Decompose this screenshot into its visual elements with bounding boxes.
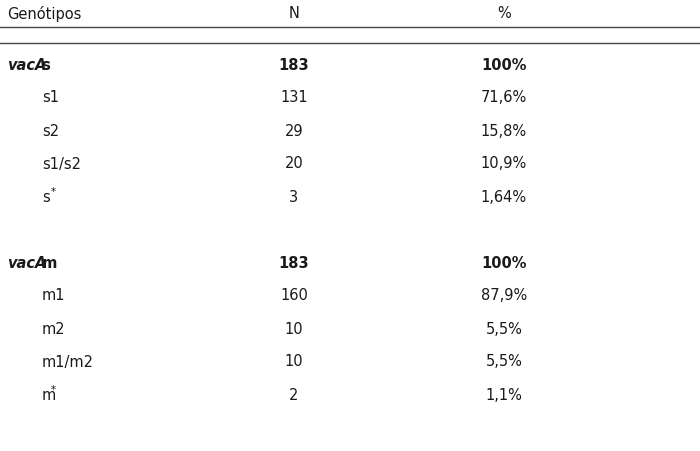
Text: vacA: vacA: [7, 57, 46, 72]
Text: 87,9%: 87,9%: [481, 288, 527, 303]
Text: 10: 10: [285, 321, 303, 336]
Text: 100%: 100%: [482, 255, 526, 270]
Text: 160: 160: [280, 288, 308, 303]
Text: 3: 3: [289, 189, 299, 204]
Text: 71,6%: 71,6%: [481, 90, 527, 105]
Text: 20: 20: [285, 156, 303, 171]
Text: 183: 183: [279, 57, 309, 72]
Text: N: N: [288, 6, 300, 22]
Text: m: m: [42, 387, 56, 401]
Text: 10: 10: [285, 354, 303, 368]
Text: s: s: [42, 189, 50, 204]
Text: m2: m2: [42, 321, 66, 336]
Text: 131: 131: [280, 90, 308, 105]
Text: 1,1%: 1,1%: [486, 387, 522, 401]
Text: Genótipos: Genótipos: [7, 6, 81, 22]
Text: vacA: vacA: [7, 255, 46, 270]
Text: %: %: [497, 6, 511, 22]
Text: 10,9%: 10,9%: [481, 156, 527, 171]
Text: 5,5%: 5,5%: [486, 321, 522, 336]
Text: 5,5%: 5,5%: [486, 354, 522, 368]
Text: s: s: [37, 57, 51, 72]
Text: 100%: 100%: [482, 57, 526, 72]
Text: s1: s1: [42, 90, 59, 105]
Text: 1,64%: 1,64%: [481, 189, 527, 204]
Text: m: m: [37, 255, 57, 270]
Text: *: *: [51, 187, 56, 197]
Text: m1/m2: m1/m2: [42, 354, 94, 368]
Text: 183: 183: [279, 255, 309, 270]
Text: s1/s2: s1/s2: [42, 156, 81, 171]
Text: 15,8%: 15,8%: [481, 123, 527, 138]
Text: 2: 2: [289, 387, 299, 401]
Text: s2: s2: [42, 123, 59, 138]
Text: m1: m1: [42, 288, 66, 303]
Text: 29: 29: [285, 123, 303, 138]
Text: *: *: [51, 384, 56, 394]
